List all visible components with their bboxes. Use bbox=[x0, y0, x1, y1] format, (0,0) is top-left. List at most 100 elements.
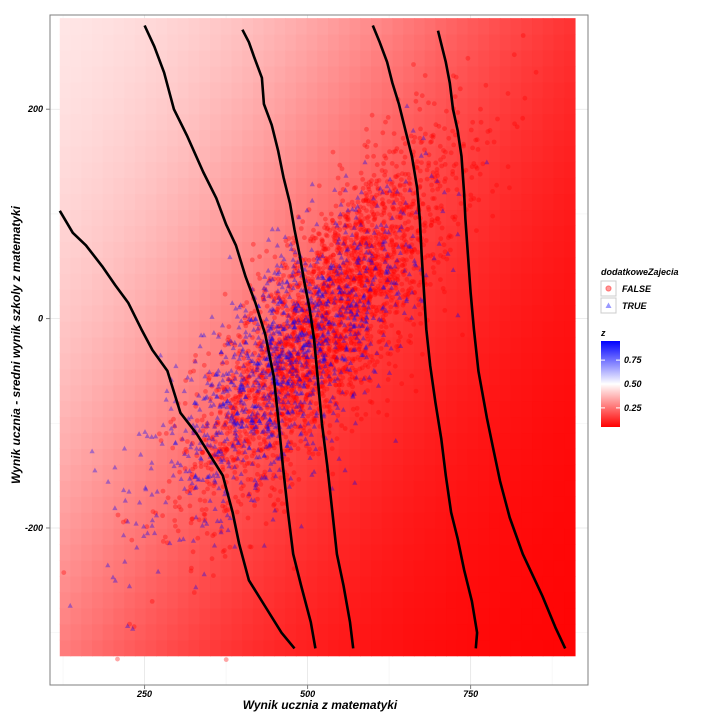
point-false-1660 bbox=[278, 475, 284, 481]
point-false-2310 bbox=[354, 405, 360, 411]
heatmap-cell-448 bbox=[177, 512, 190, 529]
heatmap-cell-420 bbox=[167, 320, 179, 338]
heatmap-cell-1703 bbox=[510, 273, 522, 290]
heatmap-cell-850 bbox=[285, 480, 297, 497]
heatmap-cell-573 bbox=[210, 432, 222, 450]
heatmap-cell-222 bbox=[113, 289, 125, 306]
heatmap-cell-1511 bbox=[456, 145, 469, 163]
heatmap-cell-1304 bbox=[403, 257, 415, 274]
heatmap-cell-1462 bbox=[446, 289, 458, 306]
heatmap-cell-1604 bbox=[489, 575, 501, 593]
heatmap-cell-1402 bbox=[435, 607, 447, 625]
heatmap-cell-612 bbox=[220, 448, 233, 466]
point-false-1860 bbox=[244, 369, 250, 375]
heatmap-cell-394 bbox=[156, 97, 168, 115]
heatmap-cell-824 bbox=[274, 257, 286, 274]
heatmap-cell-1762 bbox=[532, 607, 544, 625]
heatmap-cell-831 bbox=[274, 145, 286, 163]
heatmap-cell-1631 bbox=[489, 145, 501, 163]
point-false-425 bbox=[395, 172, 401, 178]
point-false-15 bbox=[404, 204, 410, 210]
heatmap-cell-302 bbox=[134, 289, 147, 306]
heatmap-cell-387 bbox=[156, 209, 168, 226]
heatmap-cell-1813 bbox=[542, 432, 555, 450]
point-false-60 bbox=[338, 298, 344, 304]
heatmap-cell-1768 bbox=[532, 512, 544, 529]
heatmap-cell-1289 bbox=[403, 496, 415, 513]
point-false-211 bbox=[337, 220, 343, 226]
point-false-1119 bbox=[371, 172, 377, 178]
point-false-421 bbox=[188, 484, 194, 490]
heatmap-cell-1318 bbox=[403, 34, 415, 51]
heatmap-cell-397 bbox=[156, 50, 168, 67]
heatmap-cell-1865 bbox=[553, 241, 565, 258]
heatmap-cell-1551 bbox=[467, 145, 479, 163]
heatmap-cell-195 bbox=[102, 81, 115, 99]
point-false-275 bbox=[215, 430, 220, 436]
point-false-2525 bbox=[364, 154, 370, 160]
point-false-1911 bbox=[391, 272, 396, 277]
heatmap-cell-427 bbox=[167, 209, 179, 226]
heatmap-cell-221 bbox=[113, 305, 125, 322]
heatmap-cell-898 bbox=[295, 352, 308, 370]
heatmap-cell-77 bbox=[70, 50, 82, 67]
point-false-2161 bbox=[225, 393, 231, 398]
heatmap-cell-1263 bbox=[392, 273, 404, 290]
heatmap-cell-751 bbox=[252, 145, 265, 163]
point-false-39 bbox=[280, 324, 286, 330]
heatmap-cell-1154 bbox=[360, 97, 372, 115]
heatmap-cell-190 bbox=[102, 161, 115, 179]
heatmap-cell-319 bbox=[134, 18, 147, 35]
point-false-104 bbox=[367, 289, 372, 295]
heatmap-cell-550 bbox=[199, 161, 211, 179]
heatmap-cell-1896 bbox=[564, 384, 576, 402]
heatmap-cell-1377 bbox=[424, 368, 437, 386]
heatmap-cell-1715 bbox=[510, 81, 522, 99]
point-false-2469 bbox=[446, 135, 452, 141]
heatmap-cell-534 bbox=[199, 416, 211, 434]
point-false-2075 bbox=[281, 509, 287, 515]
heatmap-cell-1596 bbox=[478, 65, 490, 83]
heatmap-cell-1880 bbox=[564, 639, 576, 657]
heatmap-cell-1742 bbox=[521, 289, 533, 306]
heatmap-cell-90 bbox=[81, 480, 93, 497]
heatmap-cell-1569 bbox=[478, 496, 490, 513]
heatmap-cell-1669 bbox=[499, 177, 512, 195]
heatmap-cell-881 bbox=[295, 623, 308, 641]
point-false-2544 bbox=[470, 119, 476, 125]
heatmap-cell-336 bbox=[145, 384, 157, 402]
point-false-132 bbox=[292, 398, 297, 404]
heatmap-cell-1789 bbox=[532, 177, 544, 195]
point-false-1900 bbox=[199, 507, 205, 513]
heatmap-cell-1089 bbox=[349, 496, 361, 513]
heatmap-cell-338 bbox=[145, 352, 157, 370]
heatmap-cell-115 bbox=[81, 81, 93, 99]
heatmap-cell-124 bbox=[91, 575, 104, 593]
point-false-443 bbox=[442, 308, 448, 313]
heatmap-cell-1856 bbox=[553, 384, 565, 402]
heatmap-cell-1902 bbox=[564, 289, 576, 306]
heatmap-cell-1210 bbox=[381, 480, 394, 497]
point-false-1953 bbox=[431, 270, 437, 275]
point-false-2406 bbox=[287, 418, 292, 423]
heatmap-cell-1483 bbox=[456, 591, 469, 609]
heatmap-cell-807 bbox=[274, 528, 286, 545]
heatmap-cell-1848 bbox=[553, 512, 565, 529]
heatmap-cell-242 bbox=[124, 607, 136, 625]
heatmap-cell-1583 bbox=[478, 273, 490, 290]
heatmap-cell-51 bbox=[70, 464, 82, 481]
heatmap-cell-184 bbox=[102, 257, 115, 274]
point-false-316 bbox=[356, 340, 362, 346]
heatmap-cell-138 bbox=[91, 352, 104, 370]
heatmap-cell-608 bbox=[220, 512, 233, 529]
heatmap-cell-366 bbox=[156, 544, 168, 561]
heatmap-cell-572 bbox=[210, 448, 222, 466]
point-false-441 bbox=[380, 337, 386, 343]
heatmap-cell-1468 bbox=[446, 193, 458, 211]
heatmap-cell-1146 bbox=[360, 225, 372, 242]
heatmap-cell-1787 bbox=[532, 209, 544, 226]
heatmap-cell-1370 bbox=[424, 480, 437, 497]
point-false-698 bbox=[313, 401, 319, 406]
heatmap-cell-1652 bbox=[499, 448, 512, 466]
heatmap-cell-492 bbox=[188, 448, 200, 466]
